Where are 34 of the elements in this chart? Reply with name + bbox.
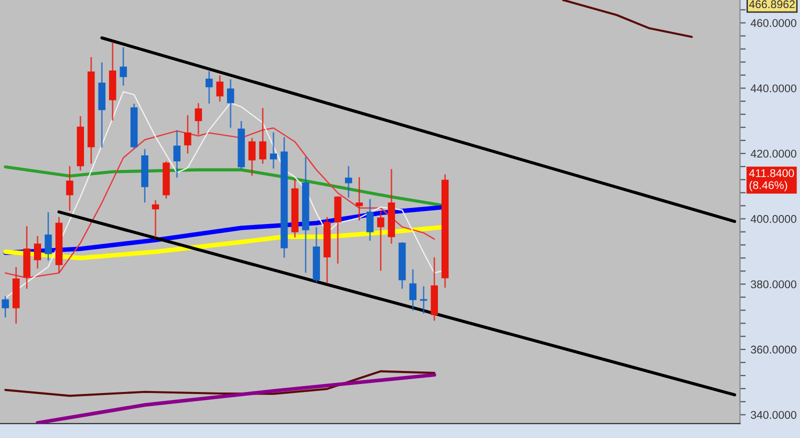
candlestick: [248, 138, 256, 176]
candlestick: [120, 47, 127, 86]
y-tick-label: 460.0000: [750, 19, 796, 27]
line-series: [4, 127, 435, 279]
candlestick: [259, 108, 266, 164]
candlestick: [173, 130, 181, 178]
candlestick: [216, 75, 224, 102]
line-series: [562, 0, 693, 38]
candlestick: [377, 211, 384, 271]
y-tick-label: 380.0000: [750, 280, 796, 288]
y-tick-label: 360.0000: [750, 346, 796, 354]
text: 411.8400 (8.46%): [749, 169, 794, 192]
candlestick: [184, 115, 192, 154]
y-tick-label: 340.0000: [750, 410, 796, 419]
candlestick: [356, 177, 363, 220]
y-tick-label: 420.0000: [750, 150, 796, 158]
y-tick-label: 440.0000: [750, 84, 796, 92]
candlestick: [206, 71, 213, 104]
candlestick: [194, 103, 202, 135]
candlestick: [44, 212, 52, 261]
candlestick: [270, 132, 278, 169]
candlestick: [227, 79, 234, 128]
y-tick-label: 400.0000: [750, 215, 796, 223]
candlestick: [409, 269, 416, 311]
candlestick: [152, 200, 160, 238]
candlestick: [66, 166, 74, 211]
candlestick: [420, 286, 428, 314]
candlestick: [344, 166, 352, 198]
line-series: [4, 370, 436, 397]
line-series: [36, 373, 436, 424]
text: 466.8962: [749, 0, 795, 8]
candlestick: [366, 199, 374, 241]
candlestick: [2, 296, 9, 318]
candlestick: [34, 236, 42, 268]
